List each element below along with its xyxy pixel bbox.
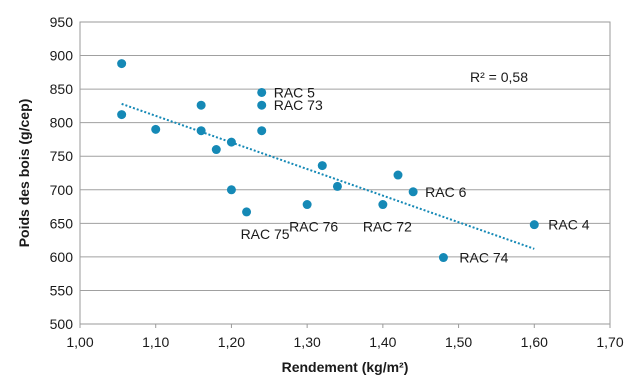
data-point <box>196 100 206 110</box>
data-point <box>378 200 388 210</box>
x-tick-label: 1,20 <box>218 334 245 350</box>
data-point <box>117 110 127 120</box>
x-tick-label: 1,10 <box>142 334 169 350</box>
y-tick-label: 950 <box>50 14 74 30</box>
data-point <box>408 187 418 197</box>
data-point <box>226 137 236 147</box>
data-point <box>117 59 127 69</box>
y-tick-label: 700 <box>50 182 74 198</box>
data-point <box>529 220 539 230</box>
data-point <box>257 100 267 110</box>
data-point <box>332 181 342 191</box>
trendline <box>121 102 535 250</box>
y-axis-title: Poids des bois (g/cep) <box>16 99 32 248</box>
plot-area <box>79 21 611 325</box>
data-point <box>438 253 448 263</box>
data-point <box>242 207 252 217</box>
y-tick-label: 650 <box>50 215 74 231</box>
gridlines <box>80 55 610 291</box>
data-point <box>196 126 206 136</box>
data-point <box>317 161 327 171</box>
y-tick-label: 750 <box>50 148 74 164</box>
y-tick-label: 600 <box>50 249 74 265</box>
x-tick-label: 1,30 <box>294 334 321 350</box>
x-tick-label: 1,60 <box>521 334 548 350</box>
data-point <box>393 170 403 180</box>
y-tick-label: 550 <box>50 282 74 298</box>
y-tick-label: 800 <box>50 115 74 131</box>
point-label: RAC 4 <box>548 217 589 233</box>
data-points <box>117 59 539 263</box>
data-point <box>151 124 161 134</box>
point-label: RAC 74 <box>459 250 508 266</box>
x-axis-ticks: 1,00 1,10 1,20 1,30 1,40 1,50 1,60 1,70 <box>66 324 624 350</box>
data-point <box>257 87 267 97</box>
data-point <box>226 185 236 195</box>
point-label: RAC 5 <box>274 84 315 100</box>
y-tick-label: 850 <box>50 81 74 97</box>
r-squared-label: R² = 0,58 <box>470 69 528 85</box>
x-axis-title: Rendement (kg/m²) <box>282 359 409 375</box>
x-tick-label: 1,00 <box>66 334 93 350</box>
data-point <box>302 200 312 210</box>
point-label: RAC 6 <box>425 184 466 200</box>
point-label: RAC 73 <box>274 97 323 113</box>
point-label: RAC 75 <box>241 226 290 242</box>
x-tick-label: 1,70 <box>596 334 623 350</box>
x-tick-label: 1,40 <box>369 334 396 350</box>
x-tick-label: 1,50 <box>445 334 472 350</box>
y-axis-ticks: 500 550 600 650 700 750 800 850 900 950 <box>50 14 74 332</box>
y-tick-label: 900 <box>50 48 74 64</box>
data-point <box>257 126 267 136</box>
point-label: RAC 76 <box>289 219 338 235</box>
point-label: RAC 72 <box>363 219 412 235</box>
data-point <box>211 145 221 155</box>
y-tick-label: 500 <box>50 316 74 332</box>
